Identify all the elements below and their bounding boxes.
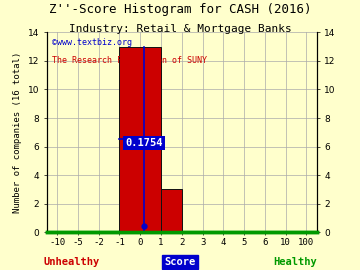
Text: Unhealthy: Unhealthy xyxy=(43,257,99,267)
Text: Z''-Score Histogram for CASH (2016): Z''-Score Histogram for CASH (2016) xyxy=(49,3,311,16)
Bar xyxy=(120,47,161,232)
Text: Industry: Retail & Mortgage Banks: Industry: Retail & Mortgage Banks xyxy=(69,24,291,34)
Bar xyxy=(161,189,182,232)
Text: The Research Foundation of SUNY: The Research Foundation of SUNY xyxy=(52,56,207,65)
Text: ©www.textbiz.org: ©www.textbiz.org xyxy=(52,38,132,48)
Text: Healthy: Healthy xyxy=(273,257,317,267)
Text: 0.1754: 0.1754 xyxy=(125,138,163,148)
Text: Score: Score xyxy=(165,257,195,267)
Y-axis label: Number of companies (16 total): Number of companies (16 total) xyxy=(13,52,22,213)
